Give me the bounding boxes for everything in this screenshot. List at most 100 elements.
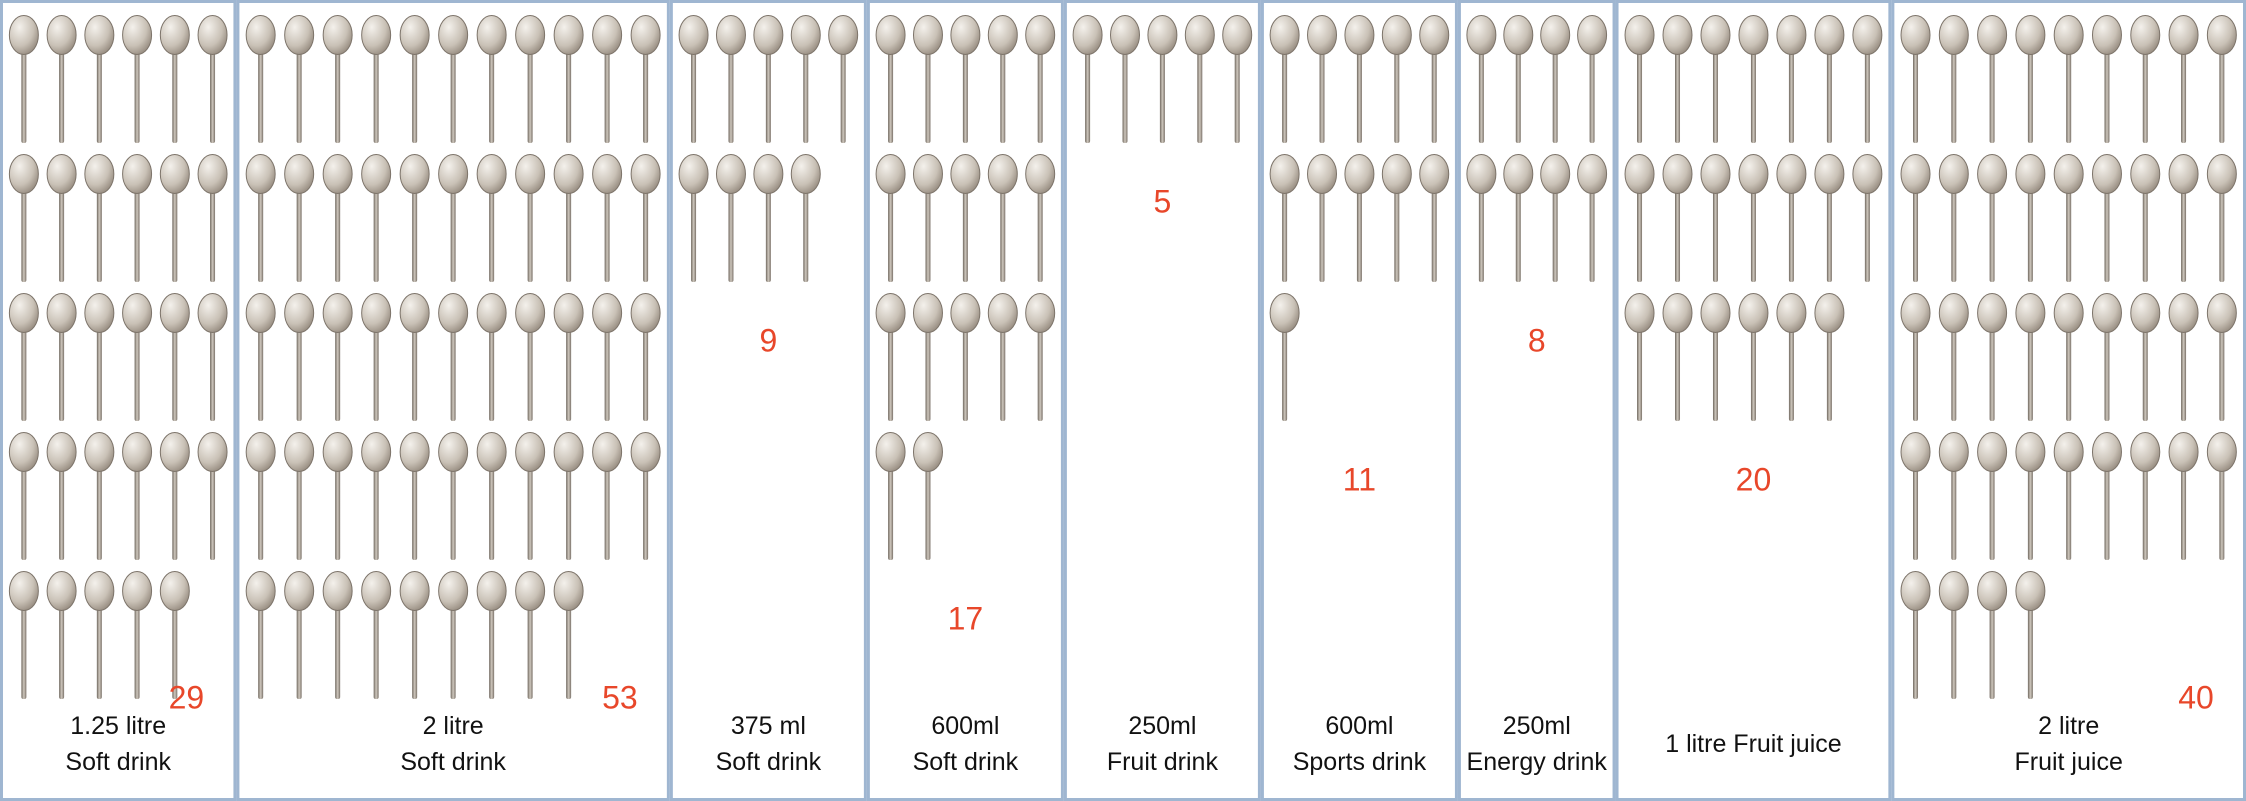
- spoon: [1577, 15, 1608, 143]
- spoon: [159, 432, 190, 560]
- spoon: [399, 571, 430, 699]
- spoon: [1852, 154, 1883, 282]
- spoon: [1222, 15, 1253, 143]
- spoon-group: [875, 15, 1056, 560]
- spoon: [1662, 293, 1693, 421]
- spoon: [2053, 15, 2084, 143]
- spoon: [515, 571, 546, 699]
- spoon: [592, 293, 623, 421]
- spoon: [1776, 154, 1807, 282]
- spoon: [284, 571, 315, 699]
- spoon: [122, 293, 153, 421]
- spoon: [1381, 15, 1412, 143]
- spoon: [630, 432, 661, 560]
- spoon: [515, 154, 546, 282]
- spoon: [875, 432, 906, 560]
- spoon: [322, 15, 353, 143]
- spoon: [912, 15, 944, 143]
- spoon: [912, 154, 944, 282]
- spoon: [2091, 154, 2123, 282]
- spoon: [245, 293, 276, 421]
- spoon: [1814, 154, 1845, 282]
- spoon: [2091, 15, 2123, 143]
- spoon: [1306, 154, 1338, 282]
- spoon: [912, 293, 944, 421]
- spoon-group: [678, 15, 859, 282]
- spoon: [159, 15, 190, 143]
- spoon: [1466, 15, 1497, 143]
- spoon: [197, 293, 228, 421]
- category-label: 600ml Sports drink: [1293, 712, 1427, 776]
- spoon: [1466, 154, 1497, 282]
- spoon-group: [1466, 15, 1608, 282]
- category-label: 1 litre Fruit juice: [1665, 730, 1841, 758]
- spoon: [592, 432, 623, 560]
- spoon: [476, 293, 507, 421]
- spoon: [399, 432, 430, 560]
- spoon: [1269, 15, 1300, 143]
- spoon: [875, 154, 906, 282]
- spoon: [438, 293, 469, 421]
- spoon: [399, 154, 430, 282]
- value-label: 11: [1343, 461, 1376, 497]
- spoon: [2015, 293, 2046, 421]
- spoon: [592, 15, 623, 143]
- spoon: [1738, 293, 1769, 421]
- spoon: [553, 432, 584, 560]
- spoon: [2053, 293, 2084, 421]
- spoon: [553, 154, 584, 282]
- category-label: 250ml Fruit drink: [1107, 712, 1219, 776]
- spoon: [322, 571, 353, 699]
- spoon: [1503, 154, 1534, 282]
- spoon: [1624, 293, 1655, 421]
- spoon: [2168, 293, 2199, 421]
- value-label: 29: [169, 679, 205, 715]
- panel: [1063, 0, 1261, 801]
- spoon: [1419, 154, 1450, 282]
- spoon: [1269, 293, 1300, 421]
- spoon: [1184, 15, 1215, 143]
- spoon: [2206, 432, 2237, 560]
- spoon: [46, 571, 77, 699]
- spoon: [1776, 15, 1807, 143]
- panel: [1457, 0, 1616, 801]
- category-label: 1.25 litre Soft drink: [65, 712, 171, 776]
- spoon: [1662, 15, 1693, 143]
- spoon: [399, 15, 430, 143]
- spoon: [1938, 154, 1969, 282]
- category-label: 2 litre Soft drink: [400, 712, 506, 776]
- spoon: [2015, 432, 2046, 560]
- spoon: [2206, 154, 2237, 282]
- spoon: [1977, 15, 2008, 143]
- spoon: [2168, 154, 2199, 282]
- spoon: [2053, 154, 2084, 282]
- spoon: [2130, 15, 2161, 143]
- spoon: [284, 293, 315, 421]
- spoon: [1938, 432, 1969, 560]
- category-label: 375 ml Soft drink: [716, 712, 822, 776]
- spoon: [678, 15, 709, 143]
- spoon: [2168, 432, 2199, 560]
- spoon: [1700, 293, 1731, 421]
- spoon-group: [245, 15, 661, 699]
- spoon: [753, 15, 784, 143]
- spoon: [122, 571, 153, 699]
- spoon: [1662, 154, 1693, 282]
- spoon: [912, 432, 944, 560]
- spoon: [1900, 15, 1931, 143]
- spoon: [1109, 15, 1141, 143]
- spoon: [553, 293, 584, 421]
- spoon: [1306, 15, 1338, 143]
- spoon: [1147, 15, 1178, 143]
- value-label: 20: [1736, 461, 1772, 497]
- spoon: [361, 154, 392, 282]
- spoon: [8, 432, 39, 560]
- value-label: 40: [2178, 679, 2214, 715]
- spoon: [197, 154, 228, 282]
- spoon-group: [1072, 15, 1253, 143]
- spoon: [322, 432, 353, 560]
- spoon-group: [1269, 15, 1450, 421]
- spoon: [46, 154, 77, 282]
- spoon: [476, 571, 507, 699]
